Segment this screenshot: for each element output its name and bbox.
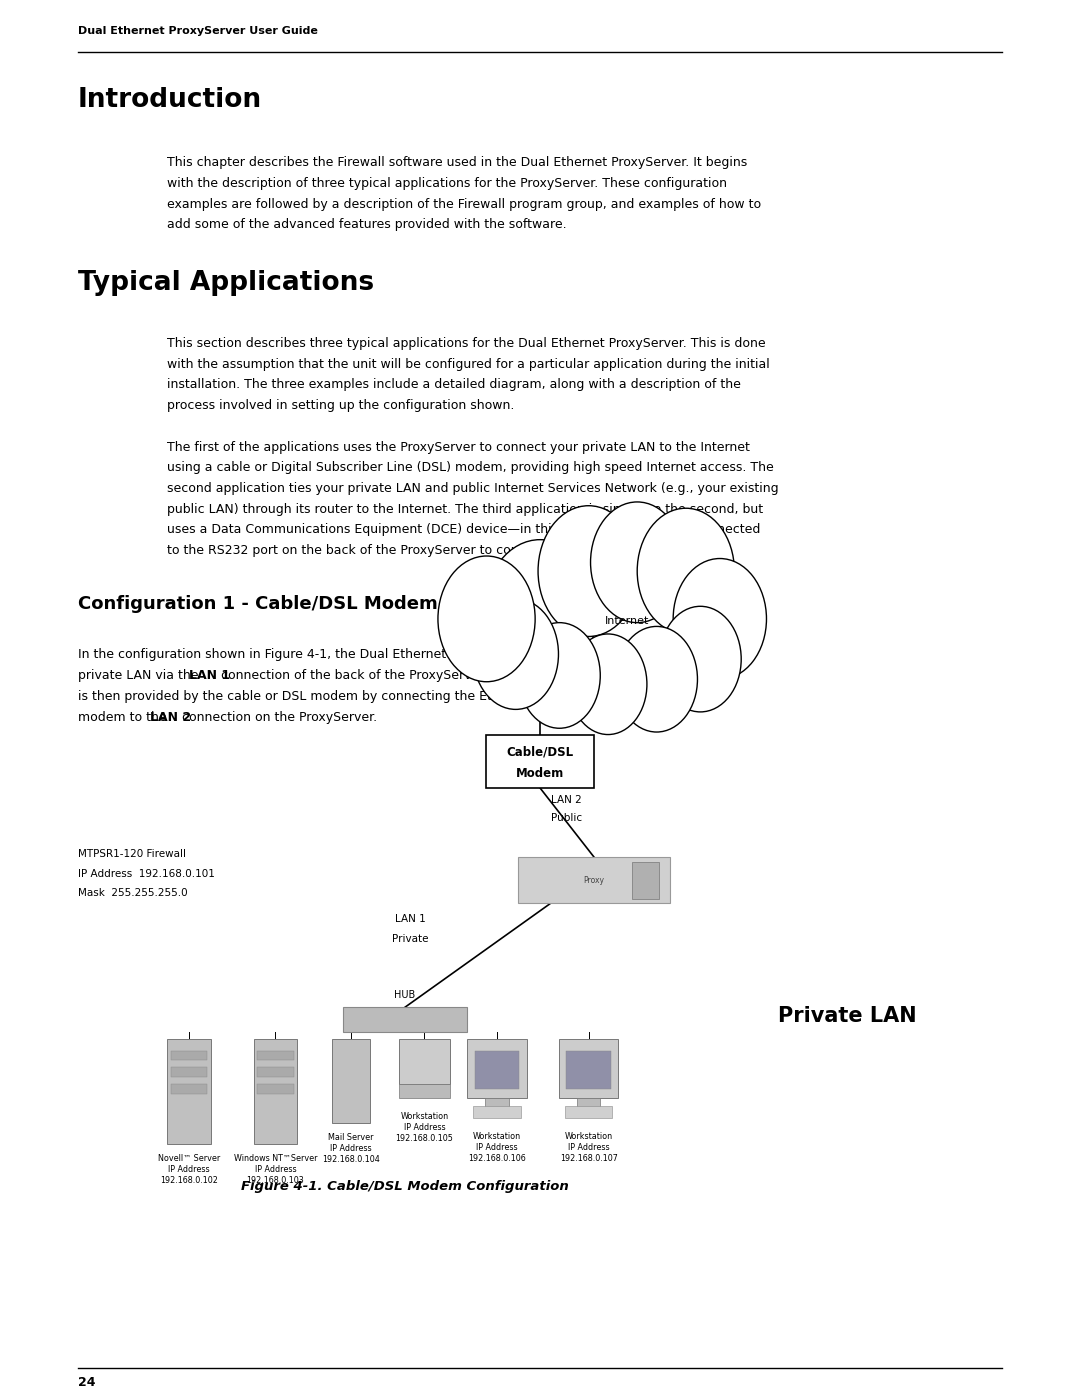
Bar <box>566 1051 611 1090</box>
Circle shape <box>637 509 734 634</box>
Text: with the assumption that the unit will be configured for a particular applicatio: with the assumption that the unit will b… <box>167 358 770 370</box>
Text: modem to the: modem to the <box>78 711 171 724</box>
Text: examples are followed by a description of the Firewall program group, and exampl: examples are followed by a description o… <box>167 198 761 211</box>
Text: Novell™ Server
IP Address
192.168.0.102: Novell™ Server IP Address 192.168.0.102 <box>158 1154 220 1185</box>
Text: connection of the back of the ProxyServer. Connection to the Internet: connection of the back of the ProxyServe… <box>217 669 657 682</box>
Text: This chapter describes the Firewall software used in the Dual Ethernet ProxyServ: This chapter describes the Firewall soft… <box>167 156 747 169</box>
Text: Public: Public <box>551 813 582 823</box>
Circle shape <box>569 634 647 735</box>
Bar <box>565 1106 612 1118</box>
Bar <box>171 1084 207 1094</box>
Text: LAN 2: LAN 2 <box>551 795 581 805</box>
Text: Private LAN: Private LAN <box>779 1006 917 1025</box>
Text: Dual Ethernet ProxyServer User Guide: Dual Ethernet ProxyServer User Guide <box>78 27 318 36</box>
Text: using a cable or Digital Subscriber Line (DSL) modem, providing high speed Inter: using a cable or Digital Subscriber Line… <box>167 461 774 475</box>
Text: Modem: Modem <box>516 767 564 781</box>
Circle shape <box>484 539 596 686</box>
Bar <box>399 1039 450 1084</box>
Circle shape <box>673 559 767 679</box>
Bar <box>171 1051 207 1060</box>
Text: connection on the ProxyServer.: connection on the ProxyServer. <box>178 711 377 724</box>
Text: process involved in setting up the configuration shown.: process involved in setting up the confi… <box>167 400 515 412</box>
Text: Introduction: Introduction <box>78 87 261 113</box>
Text: Configuration 1 - Cable/DSL Modem: Configuration 1 - Cable/DSL Modem <box>78 595 437 613</box>
Text: uses a Data Communications Equipment (DCE) device—in this example, a T1 DSU—conn: uses a Data Communications Equipment (DC… <box>167 524 760 536</box>
Bar <box>257 1067 294 1077</box>
Text: is then provided by the cable or DSL modem by connecting the Ethernet connector : is then provided by the cable or DSL mod… <box>78 690 644 703</box>
Bar <box>559 1039 619 1098</box>
Text: This section describes three typical applications for the Dual Ethernet ProxySer: This section describes three typical app… <box>167 337 766 351</box>
Bar <box>257 1051 294 1060</box>
Text: Workstation
IP Address
192.168.0.105: Workstation IP Address 192.168.0.105 <box>395 1112 454 1143</box>
Bar <box>485 1098 509 1109</box>
Text: Typical Applications: Typical Applications <box>78 270 374 296</box>
Circle shape <box>438 556 536 682</box>
Bar <box>167 1039 211 1144</box>
Text: Figure 4-1. Cable/DSL Modem Configuration: Figure 4-1. Cable/DSL Modem Configuratio… <box>241 1180 569 1193</box>
Circle shape <box>518 623 600 728</box>
Bar <box>343 1007 467 1032</box>
Bar <box>254 1039 297 1144</box>
Text: Private: Private <box>392 935 429 944</box>
Bar <box>486 735 594 788</box>
Text: Workstation
IP Address
192.168.0.106: Workstation IP Address 192.168.0.106 <box>468 1132 526 1162</box>
Bar <box>577 1098 600 1109</box>
Circle shape <box>616 626 698 732</box>
Bar <box>632 862 659 898</box>
Text: MTPSR1-120 Firewall: MTPSR1-120 Firewall <box>78 849 186 859</box>
Bar <box>257 1084 294 1094</box>
Bar <box>473 1106 521 1118</box>
Text: IP Address  192.168.0.101: IP Address 192.168.0.101 <box>78 869 215 879</box>
Text: Cable/DSL: Cable/DSL <box>507 745 573 759</box>
Circle shape <box>591 502 684 623</box>
Text: Mask  255.255.255.0: Mask 255.255.255.0 <box>78 888 188 898</box>
Text: add some of the advanced features provided with the software.: add some of the advanced features provid… <box>167 218 567 232</box>
Text: LAN 2: LAN 2 <box>150 711 191 724</box>
Text: Workstation
IP Address
192.168.0.107: Workstation IP Address 192.168.0.107 <box>559 1132 618 1162</box>
Text: HUB: HUB <box>394 990 416 1000</box>
Text: second application ties your private LAN and public Internet Services Network (e: second application ties your private LAN… <box>167 482 779 495</box>
Bar <box>399 1084 450 1098</box>
Text: LAN 1: LAN 1 <box>189 669 230 682</box>
Text: installation. The three examples include a detailed diagram, along with a descri: installation. The three examples include… <box>167 379 741 391</box>
Text: In the configuration shown in Figure 4-1, the Dual Ethernet ProxyServer is conne: In the configuration shown in Figure 4-1… <box>78 648 650 662</box>
Bar <box>333 1039 369 1123</box>
Text: Windows NT™Server
IP Address
192.168.0.103: Windows NT™Server IP Address 192.168.0.1… <box>233 1154 318 1185</box>
Text: public LAN) through its router to the Internet. The third application is similar: public LAN) through its router to the In… <box>167 503 764 515</box>
Text: Mail Server
IP Address
192.168.0.104: Mail Server IP Address 192.168.0.104 <box>322 1133 380 1164</box>
Bar <box>474 1051 519 1090</box>
Circle shape <box>538 506 639 637</box>
Circle shape <box>660 606 741 712</box>
Text: with the description of three typical applications for the ProxyServer. These co: with the description of three typical ap… <box>167 177 728 190</box>
Text: Internet: Internet <box>605 616 650 626</box>
Bar <box>468 1039 527 1098</box>
Text: private LAN via the: private LAN via the <box>78 669 202 682</box>
Text: Proxy: Proxy <box>583 876 605 884</box>
Bar <box>171 1067 207 1077</box>
Text: to the RS232 port on the back of the ProxyServer to connect to the Internet.: to the RS232 port on the back of the Pro… <box>167 543 645 557</box>
Bar <box>518 858 670 904</box>
Text: The first of the applications uses the ProxyServer to connect your private LAN t: The first of the applications uses the P… <box>167 440 751 454</box>
Text: LAN 1: LAN 1 <box>395 915 426 925</box>
Text: 24: 24 <box>78 1376 95 1389</box>
Circle shape <box>473 599 558 710</box>
